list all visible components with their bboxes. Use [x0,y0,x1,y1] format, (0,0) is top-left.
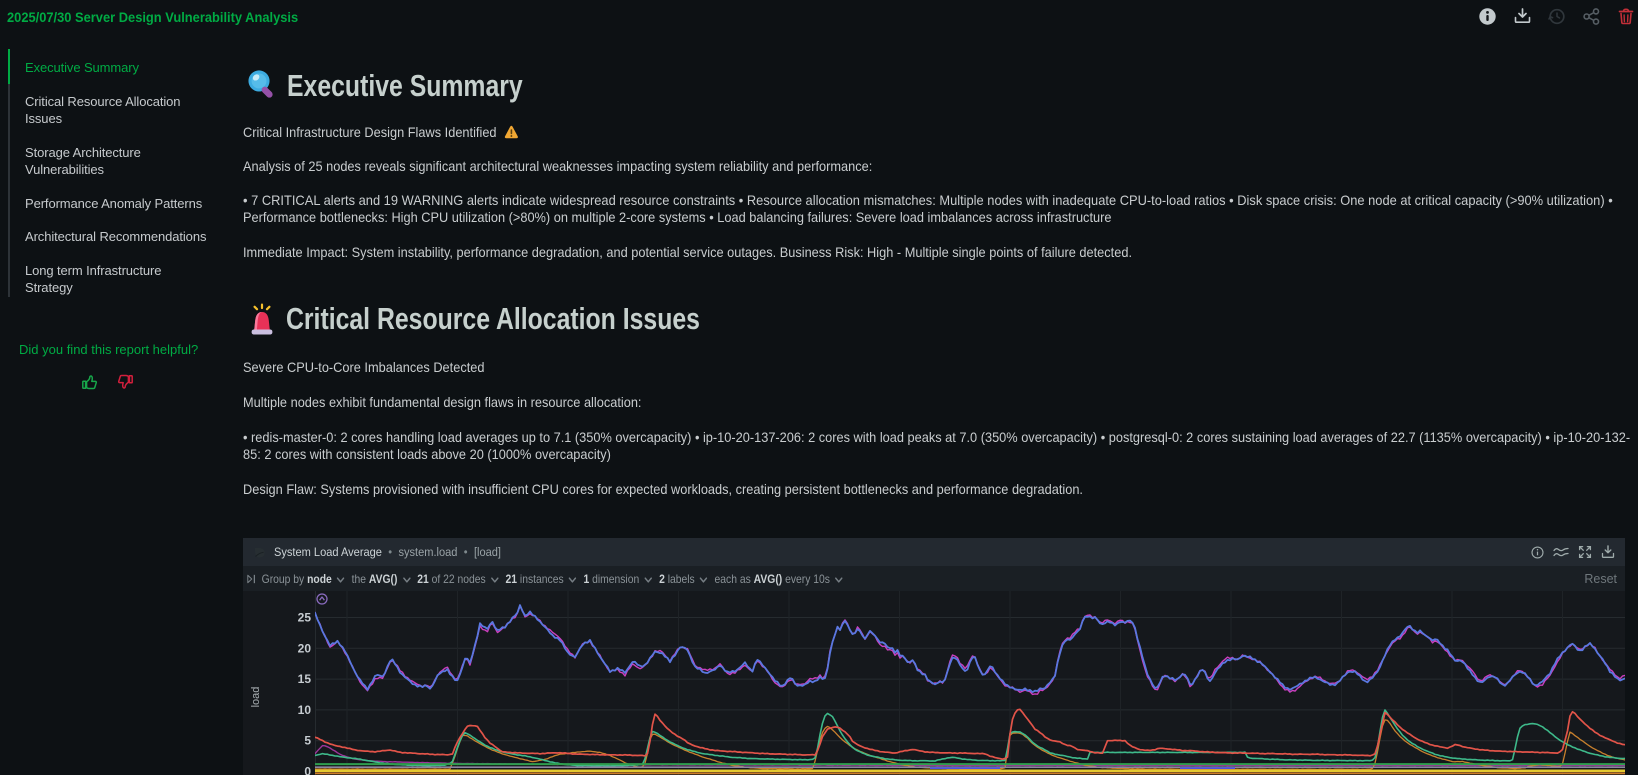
svg-text:25: 25 [298,611,312,625]
svg-text:load: load [250,687,262,708]
svg-text:20: 20 [298,641,312,655]
svg-text:0: 0 [304,765,311,775]
svg-text:15: 15 [298,672,312,686]
svg-text:10: 10 [298,703,312,717]
svg-text:5: 5 [304,734,311,748]
